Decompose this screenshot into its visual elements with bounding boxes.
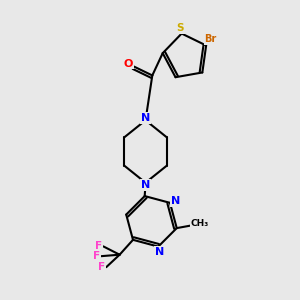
Text: Br: Br: [205, 34, 217, 44]
Text: F: F: [93, 251, 100, 261]
Text: N: N: [141, 113, 150, 123]
Text: F: F: [98, 262, 105, 272]
Text: N: N: [141, 180, 150, 190]
Text: O: O: [124, 58, 133, 69]
Text: N: N: [155, 247, 164, 257]
Text: N: N: [171, 196, 180, 206]
Text: S: S: [176, 23, 184, 33]
Text: F: F: [95, 242, 102, 251]
Text: CH₃: CH₃: [190, 219, 209, 228]
